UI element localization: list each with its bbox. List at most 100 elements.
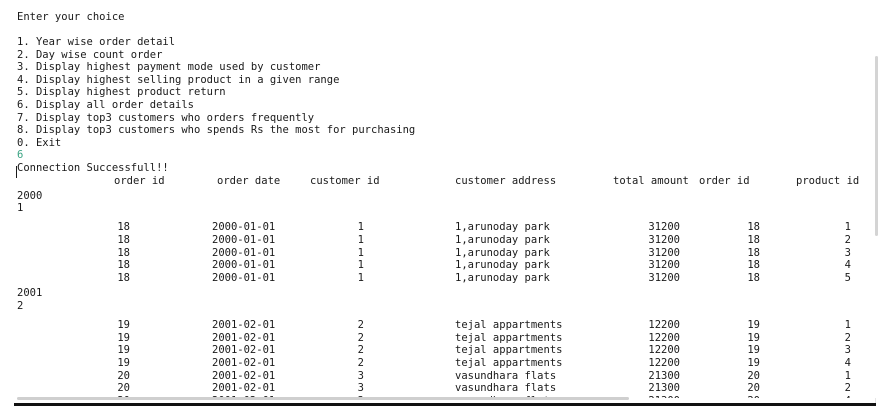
table-cell: vasundhara flats	[455, 382, 557, 395]
table-cell: vasundhara flats	[455, 369, 557, 382]
table-cell: 18	[117, 271, 130, 284]
menu-item: 2. Day wise count order	[17, 48, 163, 61]
table-cell: 4	[844, 259, 851, 272]
table-cell: 4	[836, 395, 851, 398]
table-cell: 18	[747, 246, 760, 259]
table-cell: 1	[357, 221, 364, 234]
vertical-scroll-thumb[interactable]	[875, 56, 878, 236]
table-cell: 31200	[648, 221, 680, 234]
vertical-scrollbar[interactable]	[871, 0, 886, 398]
table-cell: 2001-02-01	[212, 369, 276, 382]
table-cell: 31200	[648, 259, 680, 272]
table-cell: 2001-02-01	[212, 395, 275, 398]
table-cell: tejal appartments	[455, 344, 563, 357]
column-header: order id	[699, 175, 750, 187]
bottom-border	[14, 403, 876, 406]
column-header: total amount	[613, 175, 689, 187]
table-cell: 1	[844, 221, 851, 234]
table-cell: 12200	[648, 319, 680, 332]
table-cell: 31200	[648, 234, 680, 246]
table-cell: 31200	[648, 246, 680, 259]
table-cell: 31200	[648, 271, 680, 284]
table-cell: 18	[117, 234, 130, 246]
table-cell: tejal appartments	[455, 357, 563, 369]
table-cell: 18	[117, 221, 130, 234]
table-cell: 2	[357, 319, 364, 332]
group-count: 2	[17, 300, 24, 312]
table-cell: 1,arunoday park	[455, 259, 550, 272]
column-header: customer id	[310, 175, 380, 187]
table-cell: 2	[844, 382, 851, 395]
table-cell: 20	[735, 395, 760, 398]
table-cell: 20	[747, 382, 760, 395]
table-cell: 19	[747, 357, 760, 369]
table-cell: 2001-02-01	[212, 331, 276, 344]
table-cell: 18	[117, 246, 130, 259]
table-cell: 3	[844, 246, 851, 259]
table-cell: 21300	[625, 395, 680, 398]
text-cursor	[16, 166, 17, 178]
table-cell: 19	[747, 331, 760, 344]
table-cell: 3	[357, 382, 364, 395]
table-cell: 12200	[648, 331, 680, 344]
table-cell: 2001-02-01	[212, 357, 276, 369]
table-cell: 4	[844, 357, 851, 369]
table-cell: 1,arunoday park	[455, 271, 550, 284]
table-cell: 5	[844, 271, 851, 284]
column-header: product id	[796, 175, 860, 187]
table-cell: 19	[117, 357, 130, 369]
menu-item: 3. Display highest payment mode used by …	[17, 61, 321, 74]
table-cell: 1,arunoday park	[455, 221, 550, 234]
menu-item: 6. Display all order details	[17, 99, 195, 111]
table-cell: 1	[357, 246, 364, 259]
connection-status: Connection Successfull!!	[17, 162, 169, 174]
table-cell: 20	[747, 369, 760, 382]
table-cell: 3	[357, 369, 364, 382]
table-cell: 20	[117, 382, 130, 395]
menu-item: 1. Year wise order detail	[17, 36, 176, 48]
table-cell: 1,arunoday park	[455, 234, 550, 246]
column-header: order date	[217, 175, 281, 187]
table-cell: 2001-02-01	[212, 319, 276, 332]
group-year: 2000	[17, 189, 43, 202]
table-cell: 12200	[648, 344, 680, 357]
table-cell: 19	[117, 331, 130, 344]
table-cell: 2000-01-01	[212, 259, 276, 272]
table-cell: 2	[844, 234, 851, 246]
table-cell: 1	[357, 259, 364, 272]
table-cell: tejal appartments	[455, 331, 563, 344]
table-cell: 2	[357, 357, 364, 369]
table-cell: 19	[747, 319, 760, 332]
column-header: customer address	[455, 175, 557, 187]
table-cell: 2000-01-01	[212, 271, 276, 284]
table-cell: 2	[357, 344, 364, 357]
table-cell: 1	[844, 369, 851, 382]
menu-item: 4. Display highest selling product in a …	[17, 73, 340, 86]
console-output[interactable]: Enter your choice 1. Year wise order det…	[0, 0, 870, 398]
table-cell: tejal appartments	[455, 319, 563, 332]
horizontal-scrollbar[interactable]	[17, 397, 629, 400]
column-header: order id	[114, 175, 165, 187]
group-count: 1	[17, 202, 24, 215]
menu-item: 0. Exit	[17, 136, 62, 149]
table-cell: 18	[747, 234, 760, 246]
table-cell: 2001-02-01	[212, 344, 276, 357]
table-cell: 18	[747, 259, 760, 272]
table-cell: 21300	[648, 369, 680, 382]
user-input-echo: 6	[17, 149, 24, 162]
table-cell: 1	[844, 319, 851, 332]
table-cell: 20	[117, 369, 130, 382]
table-cell: 3	[844, 344, 851, 357]
menu-item: 8. Display top3 customers who spends Rs …	[17, 124, 416, 137]
table-cell: 2000-01-01	[212, 246, 276, 259]
table-cell: 19	[747, 344, 760, 357]
prompt-text: Enter your choice	[17, 11, 125, 23]
table-cell: 12200	[648, 357, 680, 369]
table-cell: 19	[117, 319, 130, 332]
table-cell: 3	[350, 395, 364, 398]
group-year: 2001	[17, 287, 43, 300]
menu-item: 7. Display top3 customers who orders fre…	[17, 111, 315, 124]
table-cell: 2000-01-01	[212, 221, 276, 234]
table-cell: 18	[747, 221, 760, 234]
table-cell: 18	[747, 271, 760, 284]
